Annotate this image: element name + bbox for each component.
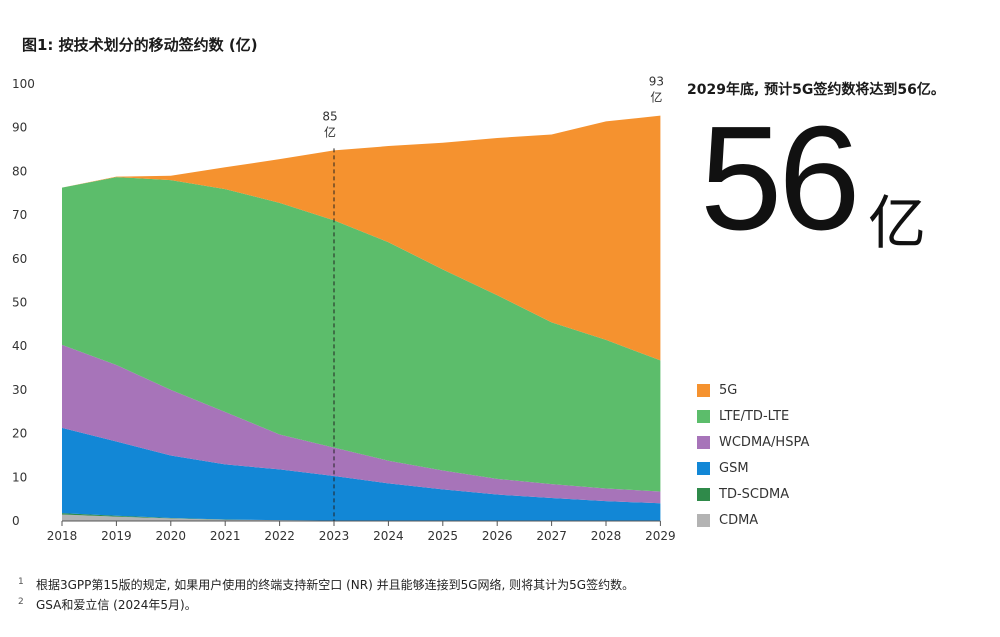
legend-item: CDMA: [697, 507, 809, 533]
y-tick-label: 60: [12, 252, 27, 266]
legend-item: GSM: [697, 455, 809, 481]
y-tick-label: 80: [12, 164, 27, 178]
y-tick-label: 30: [12, 383, 27, 397]
legend-item: WCDMA/HSPA: [697, 429, 809, 455]
x-tick-label: 2020: [156, 529, 187, 543]
x-tick-label: 2021: [210, 529, 241, 543]
big-number: 56: [700, 96, 861, 261]
legend-swatch: [697, 487, 710, 501]
big-number-unit: 亿: [868, 189, 927, 257]
legend-item: LTE/TD-LTE: [697, 403, 809, 429]
footnotes: 1 根据3GPP第15版的规定, 如果用户使用的终端支持新空口 (NR) 并且能…: [18, 575, 634, 615]
y-tick-label: 20: [12, 427, 27, 441]
area-5g: [62, 115, 661, 361]
y-tick-label: 100: [12, 77, 35, 91]
area-lte-td-lte: [62, 177, 661, 492]
x-tick-label: 2022: [264, 529, 295, 543]
x-tick-label: 2019: [101, 529, 132, 543]
headline-text: 2029年底, 预计5G签约数将达到56亿。: [687, 82, 945, 98]
legend-label: LTE/TD-LTE: [719, 408, 790, 424]
x-tick-label: 2029: [645, 529, 676, 543]
x-tick-label: 2027: [536, 529, 567, 543]
legend-label: 5G: [719, 382, 738, 398]
x-tick-label: 2024: [373, 529, 404, 543]
legend-label: TD-SCDMA: [719, 486, 790, 502]
y-tick-label: 0: [12, 514, 20, 528]
annotation-value: 93: [649, 75, 664, 89]
legend-swatch: [697, 435, 710, 449]
chart-legend: 5G LTE/TD-LTE WCDMA/HSPA GSM TD-SCDMA CDMA: [697, 377, 809, 533]
x-tick-label: 2028: [591, 529, 622, 543]
x-tick-label: 2026: [482, 529, 513, 543]
x-tick-label: 2023: [319, 529, 350, 543]
footnote-2: 2 GSA和爱立信 (2024年5月)。: [18, 595, 634, 615]
y-tick-label: 70: [12, 208, 27, 222]
legend-label: WCDMA/HSPA: [719, 434, 810, 450]
x-tick-label: 2025: [428, 529, 459, 543]
legend-label: GSM: [719, 460, 749, 476]
y-tick-label: 90: [12, 121, 27, 135]
area-wcdma-hspa: [62, 344, 661, 504]
area-gsm: [62, 427, 661, 521]
legend-item: 5G: [697, 377, 809, 403]
y-tick-label: 10: [12, 470, 27, 484]
footnote-number: 1: [18, 577, 24, 587]
footnote-text: GSA和爱立信 (2024年5月)。: [36, 598, 197, 612]
footnote-1: 1 根据3GPP第15版的规定, 如果用户使用的终端支持新空口 (NR) 并且能…: [18, 575, 634, 595]
y-tick-label: 40: [12, 339, 27, 353]
annotation-value: 85: [322, 109, 337, 123]
legend-swatch: [697, 461, 710, 475]
legend-item: TD-SCDMA: [697, 481, 809, 507]
legend-swatch: [697, 409, 710, 423]
legend-swatch: [697, 513, 710, 527]
legend-swatch: [697, 383, 710, 397]
legend-label: CDMA: [719, 512, 759, 528]
annotation-unit: 亿: [650, 90, 662, 105]
area-cdma: [62, 514, 661, 521]
x-tick-label: 2018: [47, 529, 78, 543]
stacked-area-chart: 0 10 20 30 40 50 60 70 80 90 100 2018 2019 2020 2021 20…: [12, 75, 676, 543]
footnote-text: 根据3GPP第15版的规定, 如果用户使用的终端支持新空口 (NR) 并且能够连…: [36, 578, 635, 592]
annotation-unit: 亿: [324, 124, 336, 139]
y-tick-label: 50: [12, 296, 27, 310]
chart-title: 图1: 按技术划分的移动签约数 (亿): [22, 36, 258, 54]
footnote-number: 2: [18, 597, 24, 607]
